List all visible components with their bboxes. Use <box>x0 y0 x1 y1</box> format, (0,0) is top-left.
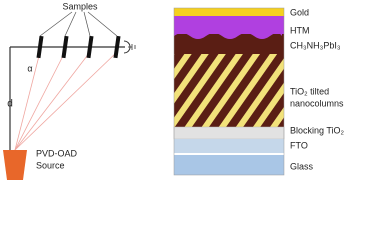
layer-label: Blocking TiO₂ <box>290 125 345 135</box>
layer-label: TiO₂ tilted <box>290 86 329 96</box>
layer-label: nanocolumns <box>290 98 344 108</box>
angle-label: α <box>27 63 32 73</box>
layer-label: CH₃NH₃PbI₃ <box>290 40 341 50</box>
distance-label: d <box>7 99 13 110</box>
samples-label: Samples <box>62 1 98 11</box>
layer-label: Glass <box>290 161 314 171</box>
source-label: PVD-OAD <box>36 148 78 158</box>
source-label: Source <box>36 160 65 170</box>
deposition-setup: Samples α d PVD-OAD Source <box>3 1 136 180</box>
diagram: Samples α d PVD-OAD Source <box>3 1 345 180</box>
layer-label: HTM <box>290 25 310 35</box>
layer-label: Gold <box>290 7 309 17</box>
layer-label: FTO <box>290 140 308 150</box>
layer-stack: Gold HTM CH₃NH₃PbI₃ TiO₂ tilted nanocolu… <box>173 7 345 176</box>
